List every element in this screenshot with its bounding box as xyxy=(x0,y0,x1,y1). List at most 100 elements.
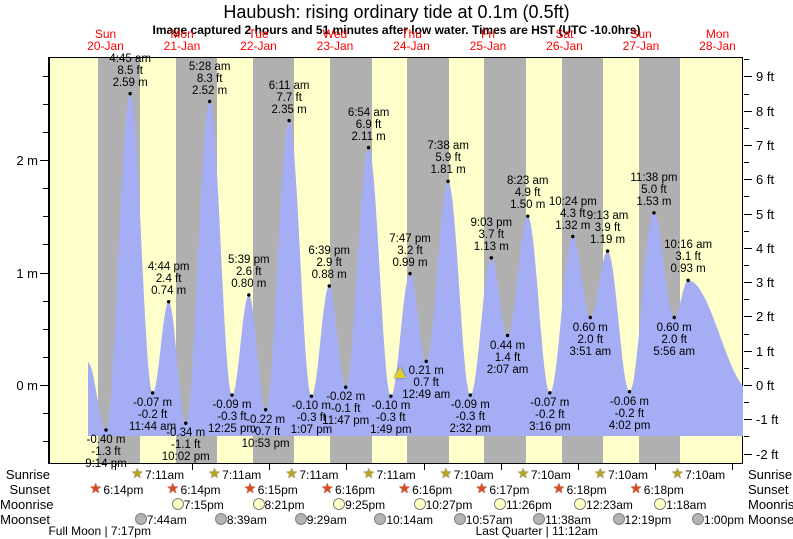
tide-label-line: 2:07 am xyxy=(486,363,529,376)
left-axis-label: 0 m xyxy=(16,378,38,393)
right-axis-tick xyxy=(744,402,749,404)
right-axis-tick xyxy=(744,93,749,95)
right-axis-tick xyxy=(744,196,749,198)
sunset-star: ★ xyxy=(552,480,566,496)
left-axis-tick xyxy=(43,300,48,302)
right-axis-tick xyxy=(744,76,752,78)
tide-label-line: 10:24 pm xyxy=(548,195,597,208)
right-axis-label: 2 ft xyxy=(756,309,775,325)
tide-label-line: 2.35 m xyxy=(271,103,307,116)
moonrise-time: 10:27pm xyxy=(425,498,473,512)
day-label: Mon 28-Jan xyxy=(699,28,736,52)
day-date: 22-Jan xyxy=(240,39,277,53)
tide-label-line: 0.60 m xyxy=(572,321,608,334)
right-axis-label: 5 ft xyxy=(756,206,775,222)
tide-extreme-label: -0.10 m -0.3 ft 1:07 pm xyxy=(291,400,333,436)
tide-label-line: 11:47 pm xyxy=(322,415,370,428)
day-boundary-tick xyxy=(732,464,734,470)
day-label: Sun 20-Jan xyxy=(87,28,124,52)
tide-extreme-label: 0.60 m 2.0 ft 3:51 am xyxy=(570,322,612,358)
right-axis-tick xyxy=(744,247,752,249)
sunrise-star: ★ xyxy=(439,465,453,481)
day-label: Fri 25-Jan xyxy=(470,28,507,52)
right-axis-tick xyxy=(744,350,752,352)
tide-extreme-dot xyxy=(468,393,473,397)
tide-extreme-dot xyxy=(166,300,171,304)
tide-extreme-dot xyxy=(588,315,593,320)
sunset-time: 6:16pm xyxy=(412,483,453,497)
right-axis-label: -2 ft xyxy=(756,446,779,462)
tide-area-path xyxy=(88,93,743,436)
row-label-right-moonset: Moonset xyxy=(748,512,793,527)
tide-label-line: 9:03 pm xyxy=(470,216,513,229)
tide-extreme-dot xyxy=(652,211,656,215)
day-of-week: Sun xyxy=(94,27,117,41)
moonrise-circle xyxy=(413,498,426,510)
sunrise-star: ★ xyxy=(593,465,607,481)
sunrise-star: ★ xyxy=(208,465,221,481)
moonset-circle xyxy=(134,513,147,525)
tide-label-line: -0.7 ft xyxy=(250,425,281,438)
day-of-week: Mon xyxy=(170,27,194,41)
tide-label-line: 10:02 pm xyxy=(161,451,210,464)
moonrise-circle xyxy=(654,498,667,510)
right-axis-label: 7 ft xyxy=(756,137,775,153)
sunrise-time: 7:10am xyxy=(685,468,726,482)
left-axis-tick xyxy=(40,385,48,386)
sunset-star: ★ xyxy=(320,480,334,496)
right-axis-tick xyxy=(744,316,752,318)
day-date: 28-Jan xyxy=(699,39,736,53)
moonset-time: 11:38am xyxy=(545,513,591,527)
right-axis-tick xyxy=(744,230,749,232)
tide-extreme-label: -0.06 m -0.2 ft 4:02 pm xyxy=(609,396,651,432)
tide-extreme-label: 4:45 am 8.5 ft 2.59 m xyxy=(109,53,151,89)
moonset-time: 7:44am xyxy=(146,513,187,527)
moonset-circle xyxy=(294,513,307,525)
tide-label-line: 0.93 m xyxy=(670,263,706,276)
tide-label-line: -0.3 ft xyxy=(296,412,327,425)
day-label: Sun 27-Jan xyxy=(623,28,660,52)
tide-extreme-dot xyxy=(207,99,212,104)
tide-label-line: 4:44 pm xyxy=(147,260,190,273)
sunset-time: 6:14pm xyxy=(180,483,221,497)
tide-extreme-dot xyxy=(184,421,188,425)
tide-extreme-dot xyxy=(150,391,155,395)
tide-label-line: -0.07 m xyxy=(530,396,570,409)
tide-extreme-label: 0.21 m 0.7 ft 12:49 am xyxy=(402,365,450,401)
tide-extreme-label: 10:16 am 3.1 ft 0.93 m xyxy=(664,239,712,275)
right-axis-label: 6 ft xyxy=(756,172,775,188)
tide-label-line: 9:13 am xyxy=(586,210,629,223)
tide-label-line: 0.21 m xyxy=(408,365,444,378)
tide-extreme-label: 6:39 pm 2.9 ft 0.88 m xyxy=(308,245,350,281)
tide-label-line: 2.0 ft xyxy=(577,333,604,346)
moonrise-circle xyxy=(333,498,346,510)
tide-extreme-label: 4:44 pm 2.4 ft 0.74 m xyxy=(148,261,190,297)
tide-label-line: -0.3 ft xyxy=(376,412,406,425)
sunrise-star: ★ xyxy=(285,465,298,481)
left-axis-tick xyxy=(43,216,48,218)
day-boundary-tick xyxy=(114,464,116,470)
moonset-circle xyxy=(374,513,387,525)
tide-label-line: 6:54 am xyxy=(347,106,390,119)
left-axis-label: 1 m xyxy=(16,265,38,281)
tide-extreme-label: -0.02 m -0.1 ft 11:47 pm xyxy=(322,391,369,427)
tide-label-line: -0.02 m xyxy=(326,391,366,404)
current-tide-marker xyxy=(394,366,407,378)
tide-label-line: 0.99 m xyxy=(392,256,428,269)
day-of-week: Tue xyxy=(248,27,269,41)
sunset-star: ★ xyxy=(243,480,257,496)
tide-label-line: 6:39 pm xyxy=(308,245,350,257)
tide-extreme-label: 6:11 am 7.7 ft 2.35 m xyxy=(269,80,310,116)
left-axis-tick xyxy=(40,272,48,274)
tide-extreme-label: 7:47 pm 3.2 ft 0.99 m xyxy=(389,233,431,269)
day-boundary-tick xyxy=(269,464,271,470)
tide-label-line: -0.2 ft xyxy=(535,408,565,421)
left-axis-tick xyxy=(43,244,48,246)
moonset-time: 8:39am xyxy=(226,513,267,527)
tide-label-line: 5:39 pm xyxy=(228,254,270,266)
left-axis-tick xyxy=(43,441,48,443)
tide-extreme-dot xyxy=(424,359,428,364)
tide-label-line: 0.74 m xyxy=(151,284,187,297)
moonrise-circle xyxy=(171,498,184,510)
day-of-week: Mon xyxy=(705,27,730,41)
